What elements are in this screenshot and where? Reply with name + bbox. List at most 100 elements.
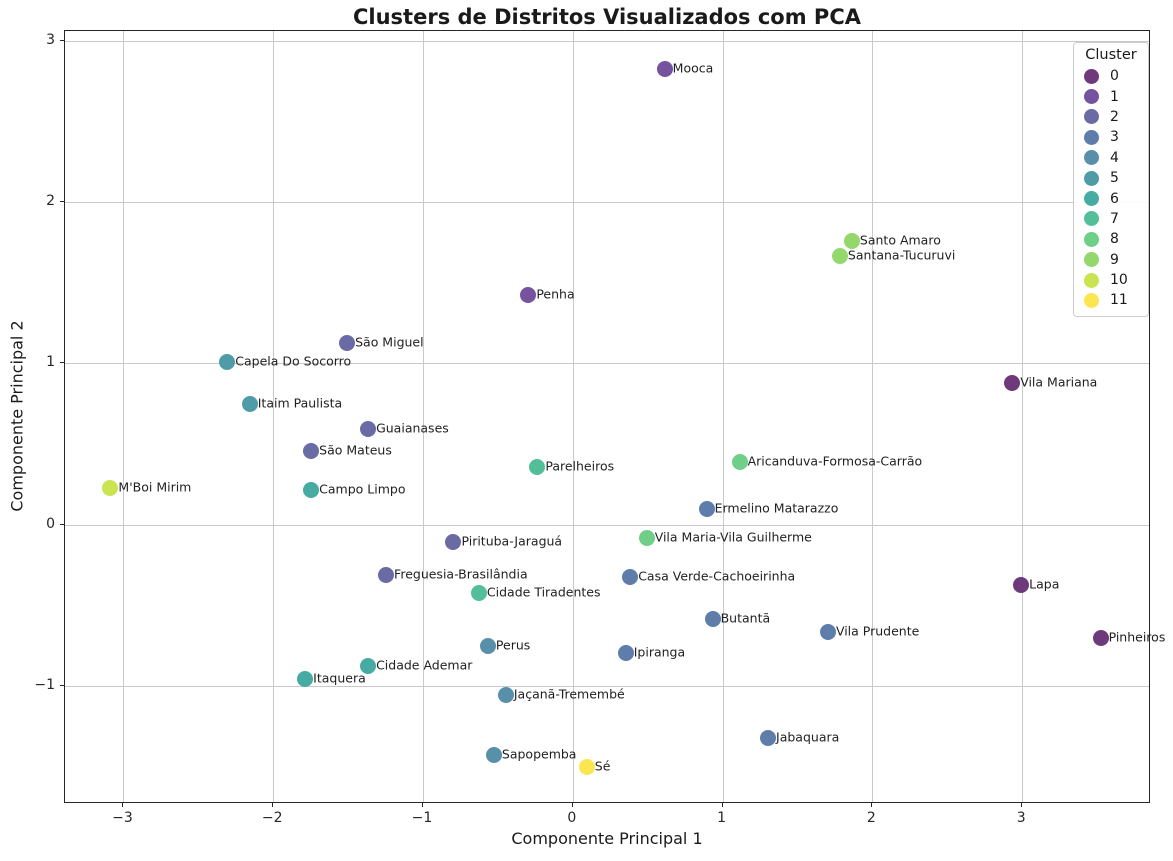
legend-swatch [1084,109,1099,125]
y-tick-mark [60,362,64,364]
legend-item-cluster-10: 10 [1074,270,1148,290]
legend-label: 11 [1110,292,1128,309]
x-tick-mark [122,803,124,807]
gridline-vertical [123,31,125,802]
point-label: Cidade Tiradentes [486,584,601,600]
point-label: Itaim Paulista [257,395,343,411]
y-tick-mark [60,39,64,41]
y-tick-label: 1 [46,354,55,371]
legend-item-cluster-9: 9 [1074,250,1148,270]
scatter-point-santo-amaro [843,233,860,250]
legend-item-cluster-0: 0 [1074,66,1148,86]
scatter-point-sapopemba [485,746,502,763]
point-label: Capela Do Socorro [235,353,352,369]
point-label: Casa Verde-Cachoeirinha [638,568,796,584]
point-label: Parelheiros [545,458,615,474]
chart-title: Clusters de Distritos Visualizados com P… [353,5,861,29]
gridline-horizontal [65,686,1149,688]
scatter-point-cidade-ademar [360,657,377,674]
plot-area [64,30,1150,803]
scatter-point-m-boi-mirim [102,480,119,497]
gridline-vertical [722,31,724,802]
scatter-point-s-o-miguel [339,335,356,352]
legend-swatch [1084,211,1099,227]
gridline-horizontal [65,202,1149,204]
scatter-point-lapa [1013,577,1030,594]
scatter-point-penha [520,286,537,303]
x-tick-label: −1 [411,810,433,826]
point-label: Ermelino Matarazzo [714,500,839,516]
point-label: Pirituba-Jaraguá [461,533,563,549]
point-label: Campo Limpo [319,481,406,497]
x-tick-label: 3 [1016,810,1026,826]
scatter-point-santana-tucuruvi [831,247,848,264]
point-label: Ipiranga [633,644,686,660]
legend-label: 4 [1110,149,1119,166]
legend-label: 8 [1110,231,1119,248]
scatter-point-perus [479,638,496,655]
scatter-point-parelheiros [529,459,546,476]
x-tick-label: 2 [866,810,876,826]
legend-label: 7 [1110,210,1119,227]
point-label: Vila Prudente [835,623,920,639]
point-label: Mooca [672,60,714,76]
legend-label: 2 [1110,108,1119,125]
legend: Cluster 0 1 2 3 4 5 6 7 8 9 10 11 [1073,42,1149,317]
scatter-point-campo-limpo [303,481,320,498]
legend-label: 1 [1110,88,1119,105]
legend-item-cluster-2: 2 [1074,107,1148,127]
point-label: Pinheiros [1108,629,1166,645]
x-tick-label: −2 [261,810,283,826]
legend-swatch [1084,191,1099,207]
scatter-point-cidade-tiradentes [470,585,487,602]
scatter-point-capela-do-socorro [219,354,236,371]
scatter-point-itaquera [297,670,314,687]
legend-swatch [1084,68,1099,84]
point-label: Butantã [720,610,771,626]
legend-rows: 0 1 2 3 4 5 6 7 8 9 10 11 [1074,66,1148,311]
gridline-vertical [273,31,275,802]
gridline-vertical [423,31,424,802]
scatter-point-itaim-paulista [241,396,258,413]
y-tick-label: 0 [46,515,55,532]
legend-swatch [1084,292,1099,308]
gridline-horizontal [65,40,1149,42]
x-tick-label: −3 [112,810,133,826]
y-tick-mark [60,685,64,687]
point-label: Aricanduva-Formosa-Carrão [747,453,923,469]
legend-item-cluster-4: 4 [1074,148,1148,168]
x-tick-label: 0 [567,810,577,826]
point-label: Cidade Ademar [376,657,473,673]
legend-label: 6 [1110,190,1119,207]
legend-item-cluster-1: 1 [1074,86,1148,106]
scatter-point-ermelino-matarazzo [698,501,715,518]
scatter-point-ja-an-trememb- [497,686,514,703]
legend-item-cluster-6: 6 [1074,188,1148,208]
point-label: Penha [536,286,575,302]
y-tick-label: 2 [46,193,55,210]
legend-swatch [1084,170,1099,186]
legend-swatch [1084,272,1099,288]
point-label: M'Boi Mirim [118,479,192,495]
legend-item-cluster-5: 5 [1074,168,1148,188]
scatter-point-pinheiros [1092,630,1109,647]
scatter-point-s- [578,759,595,776]
scatter-point-vila-mariana [1004,375,1021,392]
point-label: Lapa [1029,576,1060,592]
legend-swatch [1084,252,1099,268]
gridline-vertical [872,31,874,802]
gridline-horizontal [65,363,1149,365]
y-tick-mark [60,523,64,525]
legend-label: 10 [1110,272,1128,289]
legend-label: 3 [1110,129,1119,146]
point-label: Sé [594,758,611,774]
x-tick-mark [1021,803,1023,807]
y-tick-label: 3 [46,31,55,48]
point-label: Guaianases [376,420,449,436]
legend-label: 5 [1110,170,1119,187]
x-tick-label: 1 [717,810,727,826]
legend-item-cluster-7: 7 [1074,209,1148,229]
legend-label: 9 [1110,251,1119,268]
legend-item-cluster-8: 8 [1074,229,1148,249]
gridline-horizontal [65,524,1149,526]
